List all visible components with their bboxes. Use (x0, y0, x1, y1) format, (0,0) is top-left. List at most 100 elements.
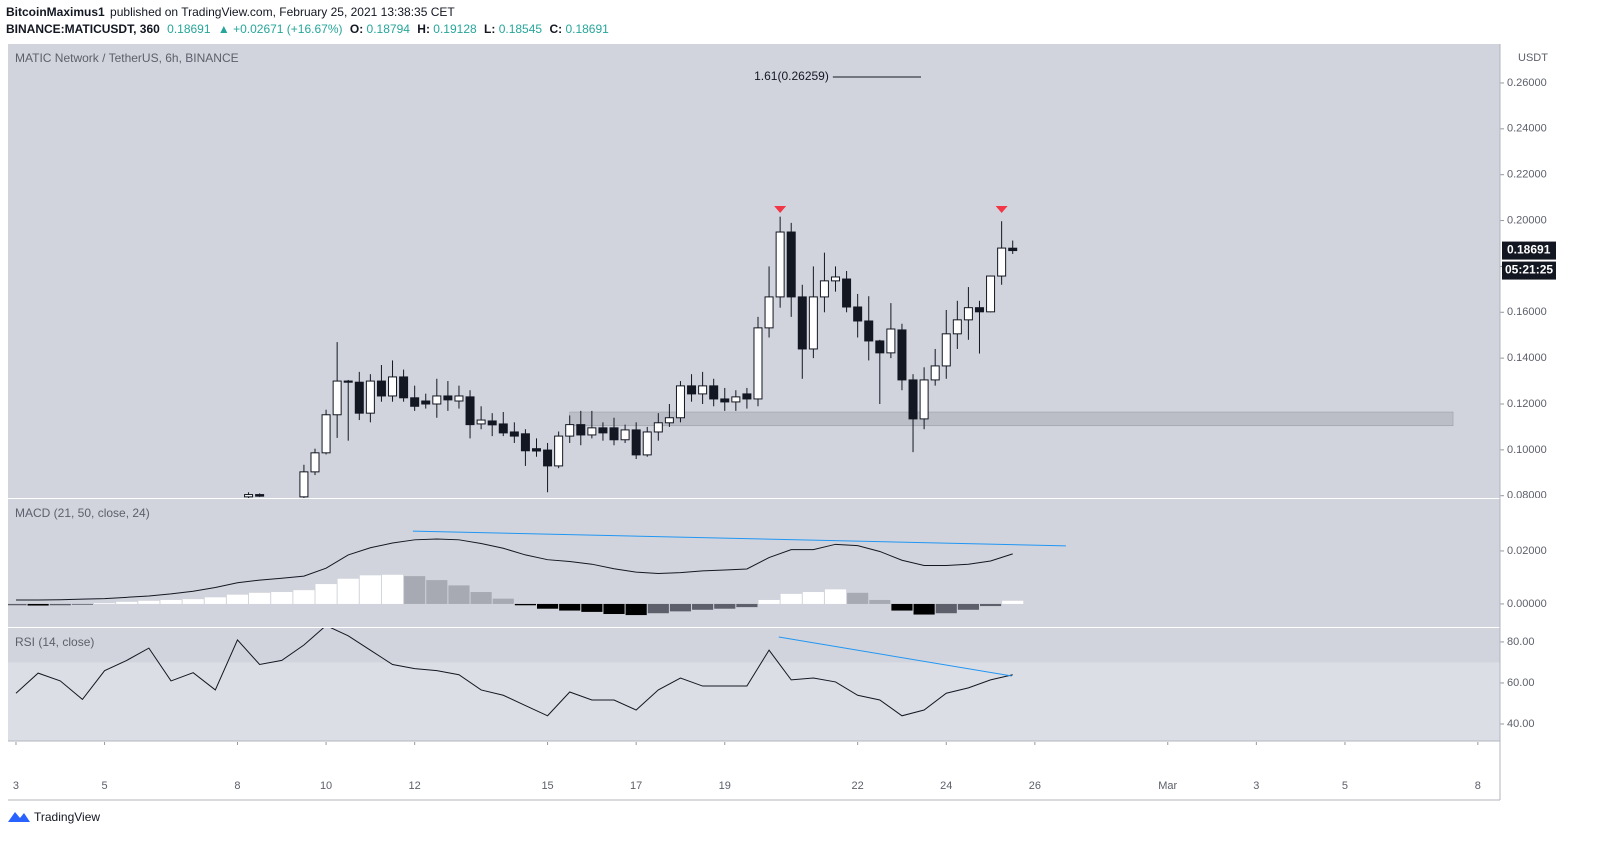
logo-icon (8, 812, 30, 822)
histogram-bar (204, 597, 226, 604)
candle-body (255, 494, 265, 497)
candle-body (565, 424, 575, 437)
candle-body (598, 427, 608, 434)
candle-body (421, 400, 431, 405)
histogram-bar (381, 574, 404, 604)
histogram-bar (979, 603, 1002, 607)
open-value: 0.18794 (367, 22, 411, 36)
y-tick-label: 0.22000 (1507, 169, 1547, 181)
histogram-bar (271, 592, 293, 604)
pane-background (8, 499, 1500, 627)
price-tag (1502, 241, 1556, 260)
high-value: 0.19128 (433, 22, 477, 36)
candle-body (642, 431, 652, 456)
pane (8, 628, 1500, 741)
candle-body (388, 376, 398, 397)
candle-body (1008, 247, 1018, 252)
candle-body (764, 296, 774, 329)
x-tick-label: 3 (1253, 780, 1259, 792)
change: ▲ +0.02671 (+16.67%) (218, 22, 343, 36)
candle-body (620, 429, 630, 441)
candle-body (930, 365, 940, 381)
candle-body (244, 494, 254, 498)
histogram-bar (359, 575, 381, 604)
pane-title: RSI (14, close) (15, 635, 94, 649)
histogram-bar (714, 603, 736, 609)
rsi-band (8, 662, 1500, 741)
x-tick-label: 8 (234, 780, 240, 792)
histogram-bar (647, 603, 669, 614)
y-tick-label: 0.14000 (1507, 352, 1547, 364)
peak-marker (774, 206, 787, 214)
candle-body (410, 397, 420, 407)
candle-body (509, 431, 519, 437)
histogram-bar (935, 603, 957, 614)
candle-body (731, 396, 741, 403)
candle-body (332, 380, 342, 416)
pane: 1.61(0.26259) (244, 69, 1454, 498)
candle-body (432, 395, 442, 405)
candle-body (520, 433, 530, 452)
close-label: C: (549, 22, 562, 36)
candle-body (875, 340, 885, 354)
histogram-bar (160, 599, 182, 604)
histogram-bar (138, 600, 160, 604)
author: BitcoinMaximus1 (6, 5, 105, 19)
histogram-bar (802, 592, 824, 604)
symbol-line: BINANCE:MATICUSDT, 360 0.18691 ▲ +0.0267… (6, 22, 609, 36)
fib-label: 1.61(0.26259) (754, 69, 829, 83)
trendline (412, 530, 1066, 547)
candle-body (354, 381, 364, 414)
footer-text: TradingView (34, 810, 100, 824)
histogram-bar (559, 603, 581, 611)
x-tick-label: 5 (1342, 780, 1348, 792)
candle-body (487, 420, 497, 426)
x-tick-label: 15 (541, 780, 553, 792)
histogram-bar (492, 598, 514, 604)
candle-body (897, 329, 907, 381)
countdown-tag (1502, 261, 1556, 280)
histogram-bar (1002, 600, 1024, 604)
published: published on TradingView.com, February 2… (110, 5, 455, 19)
histogram-bar (692, 603, 714, 610)
candle-body (974, 307, 984, 313)
peak-marker (995, 206, 1008, 214)
histogram-bar (226, 594, 249, 604)
countdown: 05:21:25 (1505, 263, 1553, 277)
candle-body (365, 380, 375, 414)
histogram-bar (93, 603, 116, 604)
x-tick-label: 12 (409, 780, 421, 792)
y-tick-label: 0.08000 (1507, 490, 1547, 502)
candle-body (465, 396, 475, 426)
histogram-bar (116, 601, 138, 604)
candle-body (853, 306, 863, 322)
candle-body (443, 395, 453, 401)
candle-body (797, 296, 807, 350)
candle-body (498, 423, 508, 434)
histogram-bar (426, 580, 448, 604)
support-zone (569, 411, 1454, 427)
x-tick-label: 8 (1475, 780, 1481, 792)
histogram-bar (470, 592, 492, 604)
footer-logo: TradingView (8, 810, 100, 824)
histogram-bar (404, 576, 426, 604)
y-tick-label: 60.00 (1507, 677, 1535, 689)
candle-body (576, 424, 586, 436)
candle-body (631, 429, 641, 456)
candle-body (808, 296, 818, 350)
low-label: L: (484, 22, 495, 36)
histogram-bar (27, 603, 49, 606)
histogram-bar (448, 585, 470, 604)
x-tick-label: 22 (852, 780, 864, 792)
histogram-bar (625, 603, 647, 616)
y-tick-label: 0.00000 (1507, 598, 1547, 610)
histogram-bar (913, 603, 935, 615)
histogram-bar (71, 603, 93, 605)
candle-body (609, 427, 619, 441)
candle-body (687, 385, 697, 395)
histogram-bar (847, 592, 869, 604)
histogram-bar (49, 603, 71, 606)
currency: USDT (1518, 52, 1548, 64)
y-tick-label: 40.00 (1507, 718, 1535, 730)
candle-body (554, 435, 564, 467)
